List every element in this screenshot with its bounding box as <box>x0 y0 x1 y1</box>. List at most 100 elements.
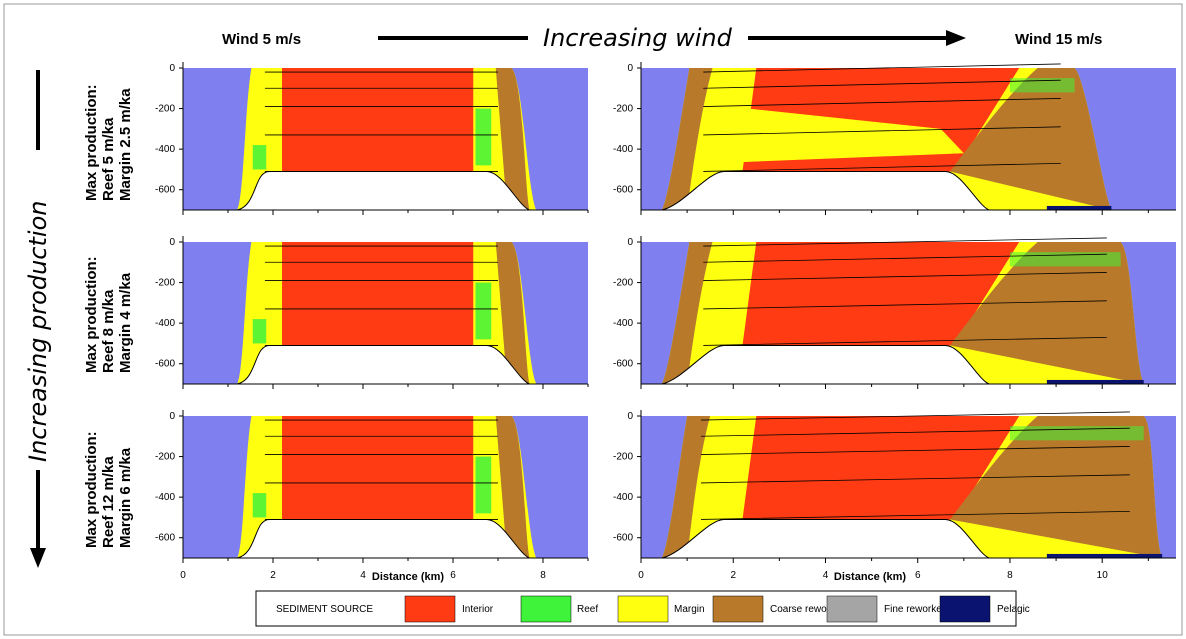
row-2-line-1: Max production: <box>83 256 100 373</box>
row-3-line-2: Reef 12 m/ka <box>100 456 117 548</box>
panel-r2-c2-interior-facies <box>742 242 1020 346</box>
panel-r3-c2-interior-facies <box>742 416 1020 520</box>
panel-r1-c1-ytick-label-2: -400 <box>155 144 175 155</box>
panel-r2-c1-reef-facies <box>252 319 267 344</box>
panel-r2-c2-ytick-label-3: -600 <box>613 359 633 370</box>
xtick-label-c1-0: 0 <box>180 570 186 581</box>
row-label-1: Max production: Reef 5 m/ka Margin 2.5 m… <box>83 84 134 201</box>
panel-r3-c2: 0 -200 -400 -600 <box>613 410 1176 563</box>
panel-r2-c2: 0 -200 -400 -600 <box>613 236 1176 389</box>
panel-r1-c1-ytick-label-0: 0 <box>169 63 175 74</box>
row-1-line-1: Max production: <box>83 84 100 201</box>
wind-arrow-head <box>946 30 966 46</box>
xtick-label-c1-2: 4 <box>360 570 366 581</box>
panel-r3-c1-interior-facies <box>282 416 474 520</box>
panel-r1-c2-coarse-left <box>661 68 713 210</box>
wind-high-label: Wind 15 m/s <box>1015 31 1102 48</box>
legend: SEDIMENT SOURCE Interior Reef Margin Coarse … <box>255 590 1030 627</box>
panel-r3-c2-ytick-label-1: -200 <box>613 452 633 463</box>
panel-r1-c1-ytick-label-1: -200 <box>155 104 175 115</box>
panel-r3-c1-reef-facies <box>252 493 267 518</box>
xtick-label-c2-2: 4 <box>823 570 829 581</box>
panel-r2-c2-pelagic-facies <box>1046 379 1144 384</box>
panel-r2-c1-ytick-label-0: 0 <box>169 237 175 248</box>
xtick-label-c1-3: 6 <box>450 570 456 581</box>
xtick-label-c2-3: 6 <box>915 570 921 581</box>
xtick-label-c1-4: 8 <box>540 570 546 581</box>
panel-r1-c2-timeline-4 <box>703 126 1061 136</box>
increasing-production-label: Increasing production <box>24 201 52 462</box>
panel-r1-c2-timeline-2 <box>703 79 1061 89</box>
panel-r2-c2-coarse-left <box>661 242 713 384</box>
panel-r3-c2-coarse-facies <box>950 416 1163 558</box>
xlabel-c2: Distance (km) <box>834 571 906 583</box>
legend-label-6: Pelagic <box>997 604 1030 615</box>
row-1-line-2: Reef 5 m/ka <box>100 117 117 201</box>
panel-r1-c1-coarse-facies <box>495 68 530 210</box>
panel-r1-c2-ytick-label-2: -400 <box>613 144 633 155</box>
panel-r1-c2-reef-facies <box>1009 78 1075 93</box>
panel-r1-c2-basement <box>641 170 1176 211</box>
row-2-line-2: Reef 8 m/ka <box>100 289 117 373</box>
panel-r2-c1-coarse-facies <box>495 242 530 384</box>
row-3-line-1: Max production: <box>83 431 100 548</box>
panel-r2-c1-reef-facies-right <box>475 282 492 340</box>
panel-r3-c1-coarse-facies <box>495 416 530 558</box>
panel-r1-c1-ytick-label-3: -600 <box>155 185 175 196</box>
panel-r3-c1-ytick-label-3: -600 <box>155 533 175 544</box>
xtick-label-c2-5: 10 <box>1097 570 1109 581</box>
panel-r2-c1: 0 -200 -400 -600 <box>155 236 589 389</box>
panel-r1-c1-reef-facies-right <box>475 108 492 166</box>
panel-r1-c2-pelagic-facies <box>1046 205 1112 210</box>
panel-r2-c1-ytick-label-2: -400 <box>155 318 175 329</box>
panel-r1-c2-ytick-label-0: 0 <box>627 63 633 74</box>
production-arrow-head <box>30 548 46 568</box>
panel-r2-c1-interior-facies <box>282 242 474 346</box>
row-label-2: Max production: Reef 8 m/ka Margin 4 m/k… <box>83 256 134 373</box>
panel-r3-c2-ytick-label-0: 0 <box>627 411 633 422</box>
panel-r3-c1-ytick-label-2: -400 <box>155 492 175 503</box>
legend-label-1: Interior <box>462 604 494 615</box>
panel-r3-c2-timeline-4 <box>700 474 1130 484</box>
row-1-line-3: Margin 2.5 m/ka <box>117 88 134 201</box>
panel-r1-c1-reef-facies <box>252 145 267 170</box>
panel-r3-c2-ytick-label-2: -400 <box>613 492 633 503</box>
panel-r3-c2-timeline-2 <box>700 427 1130 437</box>
panel-r2-c2-timeline-2 <box>703 253 1107 263</box>
increasing-wind-label: Increasing wind <box>543 24 733 52</box>
xtick-label-c2-4: 8 <box>1007 570 1013 581</box>
panel-r1-c2-timeline-5 <box>703 162 1061 172</box>
wind-low-label: Wind 5 m/s <box>222 31 301 48</box>
row-label-3: Max production: Reef 12 m/ka Margin 6 m/… <box>83 431 134 548</box>
panel-r1-c1: 0 -200 -400 -600 <box>155 62 589 215</box>
panel-r1-c2-margin-band <box>710 104 964 164</box>
xtick-label-c1-1: 2 <box>270 570 276 581</box>
panel-r3-c2-timeline-5 <box>700 510 1130 520</box>
panel-r3-c2-pelagic-facies <box>1046 553 1163 558</box>
panel-r2-c1-ytick-label-1: -200 <box>155 278 175 289</box>
legend-label-2: Reef <box>577 604 598 615</box>
panel-r2-c2-timeline-3 <box>703 272 1107 281</box>
legend-label-5: Fine reworked <box>884 604 947 615</box>
panel-r2-c1-ytick-label-3: -600 <box>155 359 175 370</box>
row-2-line-3: Margin 4 m/ka <box>117 272 134 373</box>
legend-label-3: Margin <box>674 604 705 615</box>
xtick-label-c2-1: 2 <box>730 570 736 581</box>
panel-r3-c1-ytick-label-1: -200 <box>155 452 175 463</box>
legend-label-4: Coarse reworked <box>770 604 846 615</box>
xtick-label-c2-0: 0 <box>638 570 644 581</box>
xlabel-c1: Distance (km) <box>372 571 444 583</box>
panel-r2-c2-timeline-4 <box>703 300 1107 310</box>
panel-r2-c2-timeline-1 <box>703 237 1107 247</box>
legend-title: SEDIMENT SOURCE <box>276 604 373 615</box>
legend-swatch-1 <box>404 595 456 623</box>
panel-r2-c2-ytick-label-2: -400 <box>613 318 633 329</box>
panel-r1-c2-coarse-facies <box>950 68 1112 210</box>
panel-r1-c2-timeline-1 <box>703 63 1061 73</box>
panel-r1-c2-timeline-3 <box>703 98 1061 107</box>
panel-r1-c2-ytick-label-1: -200 <box>613 104 633 115</box>
legend-swatch-6 <box>939 595 991 623</box>
panel-r3-c1-ytick-label-0: 0 <box>169 411 175 422</box>
panel-r1-c2: 0 -200 -400 -600 <box>613 62 1176 215</box>
